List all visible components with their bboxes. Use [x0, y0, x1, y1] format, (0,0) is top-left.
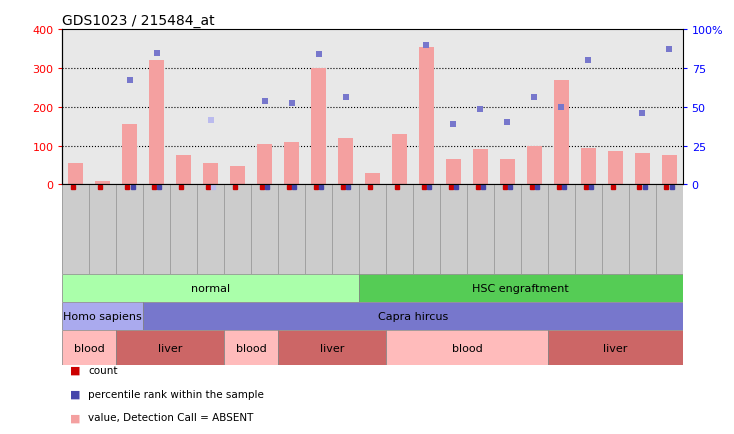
Bar [143, 302, 683, 331]
Text: count: count [88, 365, 117, 375]
Text: blood: blood [236, 343, 266, 353]
Text: GDS1023 / 215484_at: GDS1023 / 215484_at [62, 14, 215, 28]
Bar [278, 331, 386, 365]
Bar [230, 166, 245, 185]
Text: HSC engraftment: HSC engraftment [473, 284, 569, 294]
Bar [386, 331, 548, 365]
Bar [392, 135, 407, 185]
Bar [554, 80, 569, 185]
Text: normal: normal [191, 284, 230, 294]
Bar [527, 146, 542, 185]
Bar [284, 142, 299, 185]
Text: value, Detection Call = ABSENT: value, Detection Call = ABSENT [88, 413, 253, 423]
Bar [116, 331, 224, 365]
Bar [662, 156, 677, 185]
Text: liver: liver [603, 343, 628, 353]
Bar [62, 331, 116, 365]
Bar [224, 331, 278, 365]
Text: blood: blood [74, 343, 105, 353]
Bar [311, 69, 326, 185]
Text: liver: liver [320, 343, 344, 353]
Bar [123, 125, 137, 185]
Bar [338, 138, 353, 185]
Bar [446, 160, 461, 185]
Text: Capra hircus: Capra hircus [378, 312, 448, 322]
Bar [257, 144, 272, 185]
Bar [95, 182, 110, 185]
Bar [203, 164, 218, 185]
Bar [473, 150, 488, 185]
Bar [635, 154, 650, 185]
Bar [365, 174, 380, 185]
Text: liver: liver [158, 343, 183, 353]
Bar [500, 160, 515, 185]
Bar [359, 275, 683, 302]
Text: ■: ■ [70, 389, 80, 399]
Bar [62, 275, 359, 302]
Bar [608, 152, 622, 185]
Text: percentile rank within the sample: percentile rank within the sample [88, 389, 264, 399]
Bar [581, 149, 596, 185]
Bar [176, 156, 191, 185]
Bar [68, 164, 83, 185]
Text: ■: ■ [70, 365, 80, 375]
Bar [149, 61, 164, 185]
Bar [62, 302, 143, 331]
Text: blood: blood [451, 343, 482, 353]
Bar [419, 48, 434, 185]
Text: ■: ■ [70, 413, 80, 423]
Bar [548, 331, 683, 365]
Text: Homo sapiens: Homo sapiens [63, 312, 142, 322]
